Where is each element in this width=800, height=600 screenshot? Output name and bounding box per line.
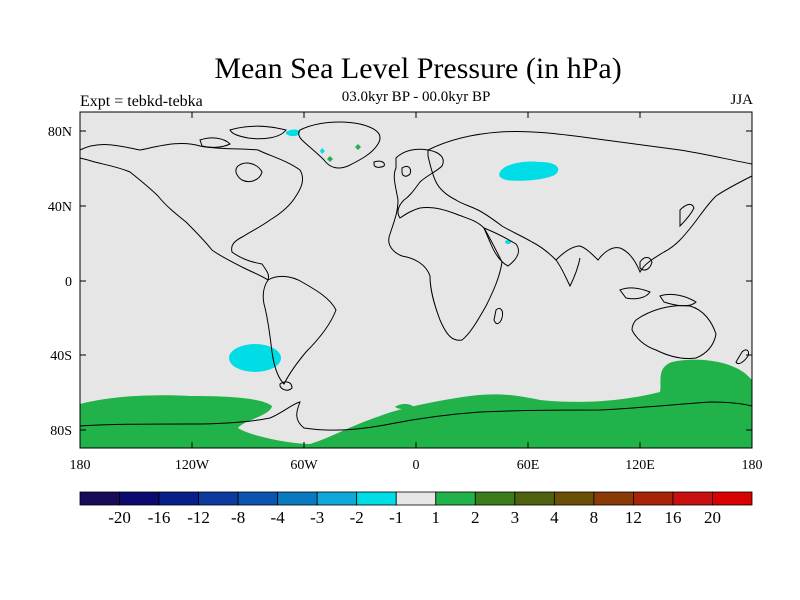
map-background (80, 112, 752, 448)
colorbar-label: 20 (704, 508, 721, 527)
lat-label: 80S (50, 424, 72, 439)
map-title: Mean Sea Level Pressure (in hPa) (214, 52, 622, 85)
positive-anomaly-small-patch (395, 404, 414, 410)
colorbar-swatch (712, 491, 753, 506)
colorbar-swatch (514, 491, 555, 506)
longitude-labels: 180 120W 60W 0 60E 120E 180 (70, 458, 763, 473)
negative-anomaly-greenland (320, 148, 325, 154)
colorbar-swatch (474, 491, 516, 506)
lon-label: 180 (742, 458, 763, 473)
colorbar-swatch (158, 491, 199, 506)
lat-label: 40S (50, 349, 72, 364)
colorbar-swatch (79, 491, 120, 506)
colorbar-swatch (553, 491, 595, 506)
colorbar-label: -3 (310, 508, 324, 527)
lon-label: 120W (175, 458, 210, 473)
colorbar-swatch (435, 491, 476, 506)
colorbar-label: -1 (389, 508, 403, 527)
season-label: JJA (730, 92, 753, 108)
colorbar-label: 12 (625, 508, 642, 527)
colorbar-swatch (593, 491, 634, 506)
colorbar-label: 2 (471, 508, 480, 527)
lon-label: 60E (517, 458, 540, 473)
colorbar: -20 -16 -12 -8 -4 -3 -2 -1 1 2 3 4 8 12 16 20 (79, 491, 753, 527)
colorbar-label: -4 (271, 508, 286, 527)
lon-label: 180 (70, 458, 91, 473)
lon-label: 0 (413, 458, 420, 473)
experiment-label: Expt = tebkd-tebka (80, 93, 203, 110)
colorbar-label: -20 (108, 508, 131, 527)
colorbar-label: -12 (187, 508, 210, 527)
lon-label: 60W (290, 458, 318, 473)
colorbar-swatch (672, 491, 713, 506)
positive-anomaly-greenland (355, 144, 361, 150)
colorbar-label: -2 (350, 508, 364, 527)
latitude-labels: 80N 40N 0 40S 80S (48, 125, 72, 439)
map-panel: 80N 40N 0 40S 80S 180 120W 60W 0 60E 120… (48, 111, 763, 473)
colorbar-label: 8 (590, 508, 599, 527)
colorbar-label: 1 (432, 508, 441, 527)
lat-label: 40N (48, 200, 72, 215)
positive-anomaly-greenland (327, 156, 333, 162)
lat-label: 80N (48, 125, 72, 140)
negative-anomaly-siberia (499, 161, 559, 181)
colorbar-swatch (633, 491, 674, 506)
colorbar-swatch (198, 491, 239, 506)
colorbar-label: 16 (664, 508, 681, 527)
colorbar-swatch (277, 491, 318, 506)
colorbar-label: -16 (148, 508, 171, 527)
colorbar-swatch (119, 491, 160, 506)
colorbar-swatch (237, 491, 279, 506)
negative-anomaly-greenland (286, 129, 300, 137)
colorbar-swatch (356, 491, 397, 506)
colorbar-label: 3 (511, 508, 520, 527)
colorbar-swatch (395, 491, 437, 506)
time-range-subtitle: 03.0kyr BP - 00.0kyr BP (341, 89, 491, 105)
axis-ticks (80, 112, 752, 448)
negative-anomaly-arabia (505, 240, 511, 244)
lat-label: 0 (65, 275, 72, 290)
negative-anomaly-south-pacific (229, 344, 281, 372)
coastlines (79, 121, 753, 431)
colorbar-label: -8 (231, 508, 245, 527)
lon-label: 120E (625, 458, 655, 473)
colorbar-swatch (316, 491, 358, 506)
colorbar-label: 4 (550, 508, 559, 527)
positive-anomaly-region-south (80, 359, 752, 448)
